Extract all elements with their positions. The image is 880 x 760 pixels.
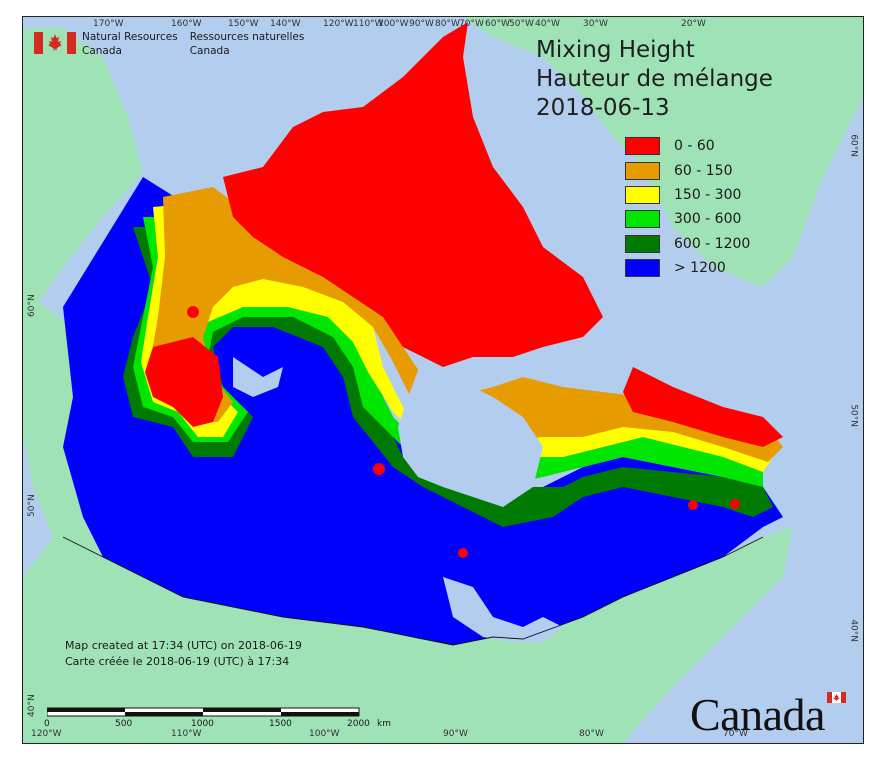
- legend-label: 60 - 150: [674, 162, 733, 179]
- scale-label: 2000: [347, 719, 370, 729]
- legend-entry: 150 - 300: [625, 183, 750, 207]
- department-name-en: Natural Resources Canada: [82, 31, 178, 57]
- lon-label: 70°W: [723, 729, 748, 739]
- usa-land: [23, 527, 793, 743]
- canada-wordmark: Canada: [690, 689, 825, 740]
- legend-label: 150 - 300: [674, 186, 742, 203]
- map-title: Mixing Height Hauteur de mélange 2018-06…: [536, 36, 773, 123]
- scale-label: 500: [115, 719, 133, 729]
- legend-label: 300 - 600: [674, 211, 742, 228]
- lat-label: 40°N: [849, 619, 859, 642]
- lon-label: 90°W: [443, 729, 468, 739]
- lat-label: 60°N: [27, 294, 37, 317]
- lon-label: 140°W: [270, 19, 301, 29]
- alaska-panhandle: [23, 302, 103, 577]
- department-name-fr: Ressources naturelles Canada: [189, 31, 305, 57]
- hotspot-marker: [373, 463, 385, 475]
- lon-label: 40°W: [535, 19, 560, 29]
- credits-en: Map created at 17:34 (UTC) on 2018-06-19: [65, 639, 302, 652]
- legend-entry: 600 - 1200: [625, 232, 750, 256]
- legend-swatch: [625, 234, 660, 253]
- lon-label: 100°W: [309, 729, 340, 739]
- mixing-height-map[interactable]: [23, 17, 863, 743]
- title-line-fr: Hauteur de mélange: [536, 66, 773, 92]
- lon-label: 20°W: [681, 19, 706, 29]
- legend-entry: 60 - 150: [625, 158, 750, 182]
- legend: 0 - 60 60 - 150 150 - 300 300 - 600 600 …: [625, 134, 750, 280]
- legend-swatch: [625, 259, 660, 278]
- lat-label: 50°N: [27, 494, 37, 517]
- alaska-land: [23, 27, 143, 307]
- lon-label: 50°W: [509, 19, 534, 29]
- credits-fr: Carte créée le 2018-06-19 (UTC) à 17:34: [65, 655, 290, 668]
- scale-label: 1500: [269, 719, 292, 729]
- lat-label: 40°N: [27, 694, 37, 717]
- hotspot-marker: [688, 500, 698, 510]
- lon-label: 90°W: [409, 19, 434, 29]
- hotspot-marker: [730, 499, 740, 509]
- wordmark-flag-icon: [827, 692, 846, 703]
- department-signature: Natural Resources Canada Ressources natu…: [34, 30, 316, 58]
- lon-label: 80°W: [579, 729, 604, 739]
- canada-red-zone-main: [223, 22, 603, 367]
- canada-red-zone-east: [623, 367, 783, 447]
- lon-label: 30°W: [583, 19, 608, 29]
- lon-label: 110°W: [353, 19, 384, 29]
- lon-label: 150°W: [228, 19, 259, 29]
- legend-swatch: [625, 161, 660, 180]
- scale-label: 1000: [191, 719, 214, 729]
- lon-label: 110°W: [171, 729, 202, 739]
- legend-swatch: [625, 185, 660, 204]
- scale-label: 0: [44, 719, 50, 729]
- map-frame[interactable]: 170°W 160°W 150°W 140°W 120°W 110°W 100°…: [22, 16, 864, 744]
- lon-label: 160°W: [171, 19, 202, 29]
- lon-label: 120°W: [31, 729, 62, 739]
- lon-label: 80°W: [435, 19, 460, 29]
- map-credits: Map created at 17:34 (UTC) on 2018-06-19…: [65, 638, 302, 670]
- canada-usa-border: [62, 536, 764, 646]
- great-slave-lake: [233, 357, 283, 397]
- hotspot-marker: [187, 306, 199, 318]
- legend-label: 600 - 1200: [674, 235, 751, 252]
- lat-label: 50°N: [849, 404, 859, 427]
- legend-label: > 1200: [674, 260, 726, 277]
- lon-label: 170°W: [93, 19, 124, 29]
- legend-entry: > 1200: [625, 256, 750, 280]
- lat-label: 60°N: [849, 134, 859, 157]
- great-lakes: [443, 577, 563, 642]
- canada-flag-icon: [34, 32, 76, 54]
- legend-swatch: [625, 210, 660, 229]
- lon-label: 70°W: [459, 19, 484, 29]
- lon-label: 100°W: [378, 19, 409, 29]
- hotspot-marker: [458, 548, 468, 558]
- scale-bar-graphic: [46, 707, 360, 717]
- scale-unit: km: [377, 719, 391, 729]
- hudson-bay: [398, 357, 543, 507]
- scale-bar: 0 500 1000 1500 2000 km: [44, 705, 391, 729]
- legend-label: 0 - 60: [674, 138, 715, 155]
- legend-entry: 0 - 60: [625, 134, 750, 158]
- legend-entry: 300 - 600: [625, 207, 750, 231]
- title-date: 2018-06-13: [536, 95, 670, 121]
- lon-label: 60°W: [485, 19, 510, 29]
- title-line-en: Mixing Height: [536, 37, 695, 63]
- canada-red-zone-west: [145, 337, 223, 427]
- greenland-land: [463, 17, 863, 287]
- legend-swatch: [625, 137, 660, 156]
- lon-label: 120°W: [323, 19, 354, 29]
